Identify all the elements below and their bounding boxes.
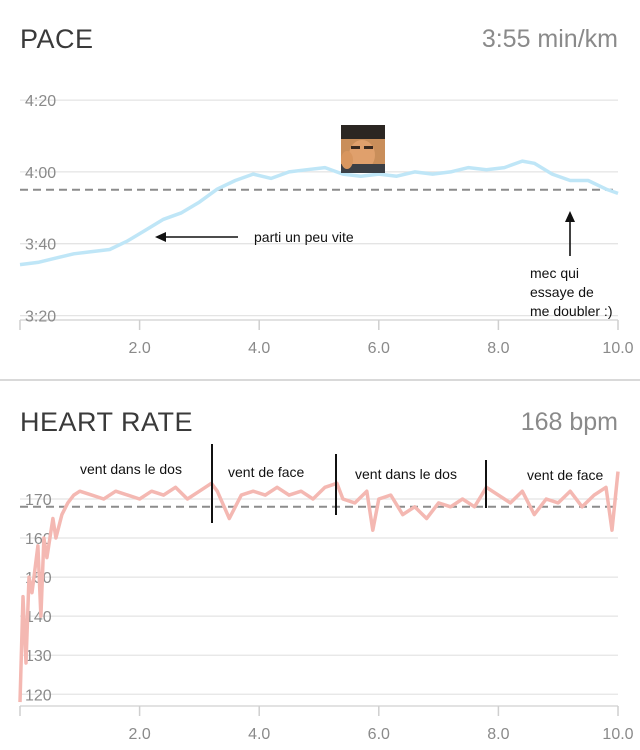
heart-rate-gridlines <box>20 498 618 695</box>
pace-x-tick-labels: 2.0 4.0 6.0 8.0 10.0 <box>128 340 633 357</box>
wind-label-tailwind-2: vent dans le dos <box>355 466 457 482</box>
pace-x-tick-label: 8.0 <box>487 340 509 357</box>
pace-y-tick-label: 4:20 <box>25 93 56 110</box>
pace-series-line <box>19 159 619 267</box>
annotation-fast-start: parti un peu vite <box>155 229 354 245</box>
hr-x-tick-label: 2.0 <box>128 726 150 743</box>
annotation-overtake-line-3: me doubler :) <box>530 303 612 319</box>
hr-x-tick-label: 8.0 <box>487 726 509 743</box>
hr-x-tick-label: 4.0 <box>248 726 270 743</box>
annotation-overtake-line-1: mec qui <box>530 265 579 281</box>
wind-label-tailwind-1: vent dans le dos <box>80 461 182 477</box>
annotation-overtake: mec qui essaye de me doubler :) <box>530 211 612 319</box>
hr-x-tick-label: 6.0 <box>368 726 390 743</box>
wind-label-headwind-1: vent de face <box>228 464 304 480</box>
pace-x-axis <box>19 319 619 330</box>
pace-title: PACE <box>20 24 94 54</box>
panel-divider <box>0 379 640 381</box>
pace-x-tick-label: 6.0 <box>368 340 390 357</box>
heart-rate-x-tick-labels: 2.0 4.0 6.0 8.0 10.0 <box>128 726 633 743</box>
pace-x-tick-label: 2.0 <box>128 340 150 357</box>
heart-rate-series-line <box>18 471 620 703</box>
runner-photo <box>341 125 385 173</box>
annotation-fast-start-text: parti un peu vite <box>254 229 354 245</box>
annotation-overtake-line-2: essaye de <box>530 284 594 300</box>
pace-x-tick-label: 10.0 <box>602 340 633 357</box>
hr-y-tick-label: 170 <box>25 492 52 509</box>
pace-chart: 3:20 3:40 4:00 4:20 2.0 4.0 6.0 8.0 10.0 parti … <box>19 93 634 357</box>
pace-y-tick-label: 3:20 <box>25 309 56 326</box>
pace-y-tick-label: 4:00 <box>25 165 56 182</box>
heart-rate-value: 168 bpm <box>520 408 618 436</box>
hr-y-tick-label: 120 <box>25 687 52 704</box>
hr-y-tick-label: 140 <box>25 609 52 626</box>
pace-y-tick-labels: 3:20 3:40 4:00 4:20 <box>25 93 56 326</box>
pace-value: 3:55 min/km <box>481 25 618 53</box>
hr-x-tick-label: 10.0 <box>602 726 633 743</box>
wind-label-headwind-2: vent de face <box>527 467 603 483</box>
hr-y-tick-label: 130 <box>25 648 52 665</box>
heart-rate-x-axis <box>19 705 619 716</box>
heart-rate-title: HEART RATE <box>20 407 194 437</box>
pace-gridlines <box>20 99 618 317</box>
pace-x-tick-label: 4.0 <box>248 340 270 357</box>
pace-y-tick-label: 3:40 <box>25 237 56 254</box>
